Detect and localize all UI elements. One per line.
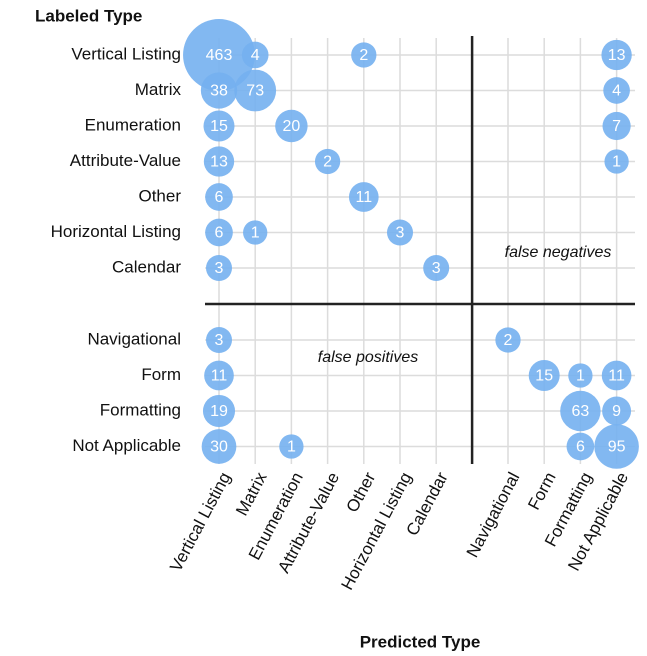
y-tick-label: Vertical Listing bbox=[71, 44, 181, 63]
bubble-label: 30 bbox=[210, 439, 228, 456]
y-tick-label: Navigational bbox=[87, 329, 181, 348]
grid bbox=[205, 38, 635, 464]
bubble bbox=[279, 434, 304, 459]
bubble bbox=[568, 363, 593, 388]
y-tick-label: Calendar bbox=[112, 257, 181, 276]
bubble bbox=[205, 254, 233, 282]
annotation: false positives bbox=[318, 349, 419, 366]
y-tick-label: Enumeration bbox=[85, 115, 181, 134]
bubble-label: 11 bbox=[608, 368, 625, 385]
bubble-label: 15 bbox=[210, 118, 228, 135]
bubble-label: 2 bbox=[504, 332, 513, 349]
bubble-label: 2 bbox=[359, 47, 368, 64]
y-tick-label: Not Applicable bbox=[72, 436, 181, 455]
bubble-label: 4 bbox=[251, 47, 260, 64]
x-axis-title: Predicted Type bbox=[360, 632, 481, 651]
bubble-label: 15 bbox=[535, 368, 553, 385]
y-tick-label: Attribute-Value bbox=[70, 151, 181, 170]
x-tick-label: Navigational bbox=[463, 469, 524, 561]
bubble bbox=[495, 327, 521, 353]
bubble bbox=[601, 39, 632, 71]
bubble-label: 7 bbox=[612, 118, 621, 135]
bubble-label: 6 bbox=[215, 189, 224, 206]
bubble-label: 38 bbox=[210, 83, 228, 100]
bubble-label: 19 bbox=[210, 403, 228, 420]
bubble bbox=[604, 149, 629, 174]
bubble bbox=[241, 41, 269, 69]
bubble-label: 1 bbox=[576, 368, 585, 385]
bubble bbox=[243, 220, 268, 245]
bubble bbox=[602, 396, 632, 426]
bubble bbox=[348, 182, 379, 212]
bubble-label: 11 bbox=[355, 189, 372, 206]
bubble-label: 9 bbox=[612, 403, 621, 420]
bubble bbox=[601, 360, 632, 391]
y-axis-title: Labeled Type bbox=[35, 6, 142, 25]
bubble bbox=[203, 146, 235, 177]
y-tick-label: Horizontal Listing bbox=[51, 222, 181, 241]
bubble bbox=[594, 424, 639, 469]
bubble bbox=[566, 432, 595, 461]
dividers bbox=[205, 36, 635, 464]
y-tick-label: Matrix bbox=[135, 80, 182, 99]
annotation: false negatives bbox=[505, 244, 612, 261]
x-tick-label: Form bbox=[524, 469, 559, 513]
bubble-label: 1 bbox=[287, 439, 296, 456]
bubble bbox=[205, 326, 233, 354]
bubble bbox=[602, 111, 631, 141]
x-tick-label: Vertical Listing bbox=[166, 469, 234, 575]
bubble bbox=[205, 218, 233, 247]
bubble-label: 3 bbox=[215, 260, 224, 277]
bubble bbox=[314, 148, 341, 175]
bubble bbox=[528, 360, 560, 391]
bubble-label: 3 bbox=[215, 332, 224, 349]
bubble-label: 95 bbox=[608, 439, 626, 456]
bubble-label: 11 bbox=[211, 368, 228, 385]
bubble bbox=[423, 254, 450, 282]
bubble-label: 2 bbox=[323, 154, 332, 171]
bubble-label: 73 bbox=[246, 83, 264, 100]
bubble-label: 63 bbox=[572, 403, 590, 420]
bubble bbox=[351, 42, 377, 68]
bubble bbox=[202, 394, 236, 428]
bubble-label: 13 bbox=[608, 47, 626, 64]
x-tick-label: Other bbox=[343, 469, 380, 516]
y-tick-label: Form bbox=[141, 365, 181, 384]
bubble bbox=[201, 429, 237, 464]
x-tick-label: Matrix bbox=[232, 469, 271, 519]
bubble bbox=[560, 390, 601, 432]
bubble-label: 6 bbox=[215, 225, 224, 242]
bubble-label: 6 bbox=[576, 439, 585, 456]
bubble-label: 463 bbox=[206, 47, 233, 64]
bubble-label: 1 bbox=[612, 154, 621, 171]
bubble-label: 3 bbox=[396, 225, 405, 242]
bubble bbox=[603, 77, 630, 104]
bubble bbox=[203, 110, 235, 142]
bubble bbox=[200, 72, 238, 109]
bubble bbox=[205, 183, 233, 211]
bubble bbox=[386, 219, 414, 246]
bubble bbox=[234, 69, 277, 112]
bubble-label: 20 bbox=[283, 118, 301, 135]
bubble-label: 3 bbox=[432, 260, 441, 277]
y-tick-label: Other bbox=[138, 186, 181, 205]
bubble-label: 13 bbox=[210, 154, 228, 171]
bubble-label: 1 bbox=[251, 225, 260, 242]
y-tick-label: Formatting bbox=[100, 400, 181, 419]
bubble bbox=[204, 360, 234, 391]
bubble-label: 4 bbox=[612, 83, 621, 100]
bubble bbox=[275, 109, 308, 143]
bubble bbox=[183, 19, 255, 91]
